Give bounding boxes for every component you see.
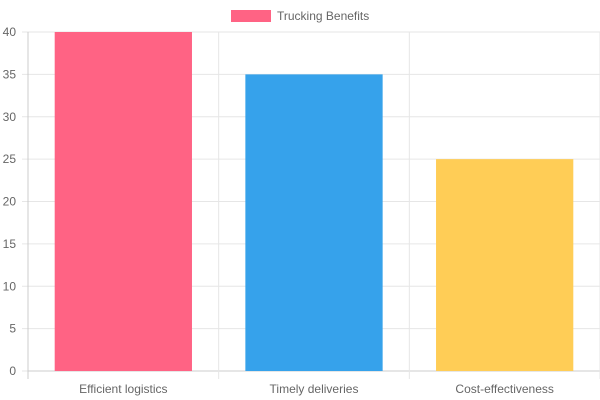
y-tick-label: 20: [3, 195, 17, 209]
bar[interactable]: [436, 159, 574, 371]
y-tick-label: 30: [3, 110, 17, 124]
y-tick-label: 5: [9, 322, 16, 336]
y-tick-label: 0: [9, 364, 16, 378]
y-tick-label: 15: [3, 237, 17, 251]
x-axis-labels: Efficient logistics Timely deliveries Cost…: [79, 382, 554, 396]
x-tick-label: Efficient logistics: [79, 382, 167, 396]
bars: [54, 32, 574, 371]
y-tick-label: 40: [3, 25, 17, 39]
bar[interactable]: [54, 32, 192, 371]
legend[interactable]: Trucking Benefits: [231, 9, 369, 23]
legend-label: Trucking Benefits: [277, 9, 369, 23]
y-axis-ticks: 0 5 10 15 20 25 30 35 40: [3, 25, 17, 378]
bar[interactable]: [245, 74, 383, 371]
x-tick-label: Cost-effectiveness: [455, 382, 554, 396]
y-tick-label: 35: [3, 67, 17, 81]
y-tick-label: 10: [3, 279, 17, 293]
x-tick-label: Timely deliveries: [270, 382, 359, 396]
legend-swatch: [231, 10, 271, 22]
y-tick-label: 25: [3, 152, 17, 166]
